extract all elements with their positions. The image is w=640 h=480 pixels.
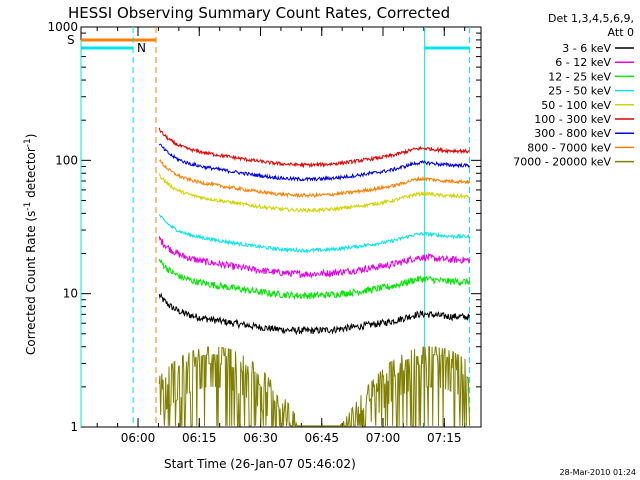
y-tick-label: 100: [55, 153, 78, 167]
flag-bars: SN: [67, 27, 471, 427]
y-axis-label: Corrected Count Rate (s-1 detector-1): [23, 134, 38, 355]
series-line: [159, 158, 471, 199]
series-line: [158, 127, 470, 169]
series-line: [158, 236, 471, 280]
chart-title: HESSI Observing Summary Count Rates, Cor…: [68, 4, 450, 22]
y-axis: 1 10 100 1000: [47, 20, 481, 434]
series-line: [158, 143, 471, 183]
y-axis-label-sup1: -1: [23, 202, 33, 211]
x-tick-label: 06:45: [304, 431, 339, 445]
legend-entry-label: 6 - 12 keV: [555, 56, 611, 69]
legend-entry-label: 7000 - 20000 keV: [513, 156, 611, 169]
timestamp: 28-Mar-2010 01:24: [560, 468, 637, 477]
series-line: [158, 173, 470, 214]
legend-entry-label: 12 - 25 keV: [548, 70, 611, 83]
x-tick-label: 06:30: [243, 431, 278, 445]
legend-entry-label: 25 - 50 keV: [548, 85, 611, 98]
legend-entry-label: 800 - 7000 keV: [527, 141, 611, 154]
y-axis-label-sup2: -1: [23, 138, 33, 147]
series-line: [158, 214, 471, 254]
x-tick-label: 06:00: [121, 431, 156, 445]
y-axis-label-end: ): [24, 134, 38, 139]
y-tick-label: 1000: [47, 20, 78, 34]
series-lines: [158, 127, 471, 428]
y-axis-label-main: Corrected Count Rate (s: [24, 211, 38, 355]
x-axis-label: Start Time (26-Jan-07 05:46:02): [164, 457, 356, 471]
legend-header-line1: Det 1,3,4,5,6,9,: [548, 12, 634, 25]
legend-header-line2: Att 0: [608, 26, 634, 39]
flag-n-label: N: [137, 41, 146, 55]
legend-entry-label: 3 - 6 keV: [562, 42, 611, 55]
y-axis-label-mid: detector: [24, 147, 38, 202]
y-tick-label: 10: [63, 287, 78, 301]
legend-entry-label: 100 - 300 keV: [534, 113, 611, 126]
series-line: [158, 258, 471, 301]
x-tick-label: 06:15: [182, 431, 217, 445]
flag-s-label: S: [67, 33, 75, 47]
x-tick-label: 07:15: [427, 431, 462, 445]
x-axis: 06:00 06:15 06:30 06:45 07:00 07:15: [96, 27, 466, 445]
series-line: [158, 292, 471, 336]
legend-entry-label: 50 - 100 keV: [541, 99, 611, 112]
x-tick-label: 07:00: [366, 431, 401, 445]
series-line: [158, 346, 471, 428]
y-tick-label: 1: [70, 420, 78, 434]
legend-entry-label: 300 - 800 keV: [534, 127, 611, 140]
